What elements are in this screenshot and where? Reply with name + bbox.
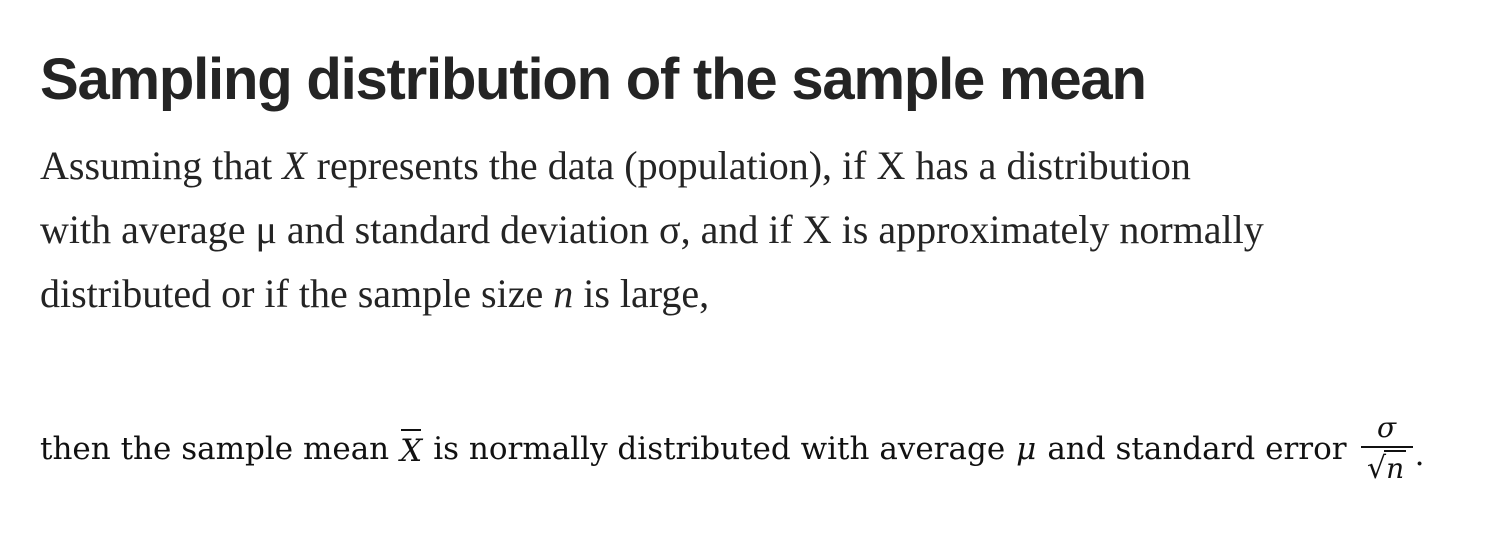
- sqrt-icon: √: [1367, 450, 1387, 486]
- mu-symbol: μ: [1016, 431, 1037, 467]
- intro-paragraph: Assuming that X represents the data (pop…: [40, 134, 1440, 326]
- formula-period: .: [1414, 437, 1425, 473]
- sample-mean-xbar: X: [400, 429, 422, 469]
- formula-text-c: and standard error: [1047, 431, 1347, 467]
- fraction-numerator-sigma: σ: [1377, 410, 1397, 444]
- variable-n: n: [553, 271, 574, 316]
- radicand-n: n: [1384, 449, 1407, 485]
- paragraph-line-1: Assuming that X represents the data (pop…: [40, 143, 1191, 188]
- formula-image: then the sample mean X is normally distr…: [40, 404, 1424, 494]
- paragraph-line-3: distributed or if the sample size n is l…: [40, 271, 710, 316]
- variable-x: X: [282, 143, 307, 188]
- formula-text-a: then the sample mean: [40, 431, 390, 467]
- paragraph-line-2: with average μ and standard deviation σ,…: [40, 207, 1264, 252]
- fraction-denominator: √ n: [1367, 449, 1407, 486]
- fraction-bar: [1360, 445, 1413, 448]
- standard-error-fraction: σ √ n: [1360, 410, 1413, 486]
- formula-text-b: is normally distributed with average: [433, 431, 1006, 467]
- section-heading: Sampling distribution of the sample mean: [40, 47, 1147, 112]
